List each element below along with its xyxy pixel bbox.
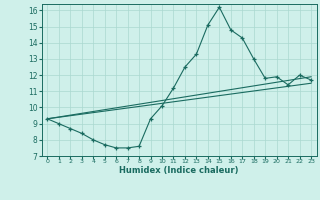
X-axis label: Humidex (Indice chaleur): Humidex (Indice chaleur) bbox=[119, 166, 239, 175]
